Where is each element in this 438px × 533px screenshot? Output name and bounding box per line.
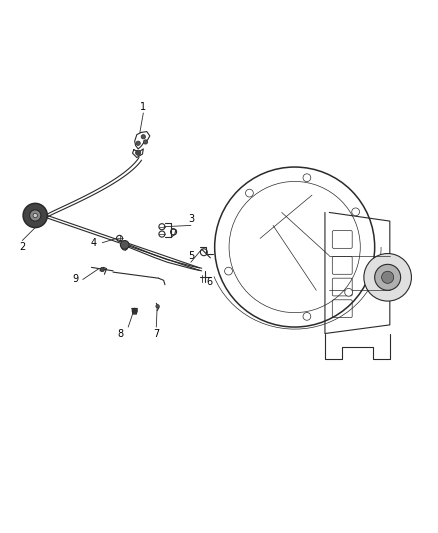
Circle shape <box>345 288 353 296</box>
Circle shape <box>143 140 148 144</box>
Circle shape <box>33 213 37 217</box>
Circle shape <box>100 268 104 272</box>
Text: 8: 8 <box>117 328 124 338</box>
Circle shape <box>156 304 159 308</box>
Text: 3: 3 <box>188 214 194 224</box>
Circle shape <box>136 141 140 146</box>
Circle shape <box>303 174 311 182</box>
Circle shape <box>23 204 47 228</box>
Text: 4: 4 <box>91 238 97 248</box>
Circle shape <box>374 264 401 290</box>
Circle shape <box>141 135 145 139</box>
Text: 9: 9 <box>72 274 78 285</box>
Text: 7: 7 <box>153 328 159 338</box>
Text: 1: 1 <box>140 102 146 112</box>
Text: 2: 2 <box>19 242 25 252</box>
Circle shape <box>132 309 137 313</box>
Circle shape <box>135 150 141 155</box>
Circle shape <box>30 210 41 221</box>
Circle shape <box>246 189 253 197</box>
Circle shape <box>303 312 311 320</box>
Circle shape <box>381 271 394 284</box>
Circle shape <box>364 254 411 301</box>
Circle shape <box>120 240 129 249</box>
Text: 5: 5 <box>188 251 194 261</box>
Circle shape <box>225 267 233 275</box>
Circle shape <box>352 208 360 216</box>
Text: 6: 6 <box>206 277 212 287</box>
